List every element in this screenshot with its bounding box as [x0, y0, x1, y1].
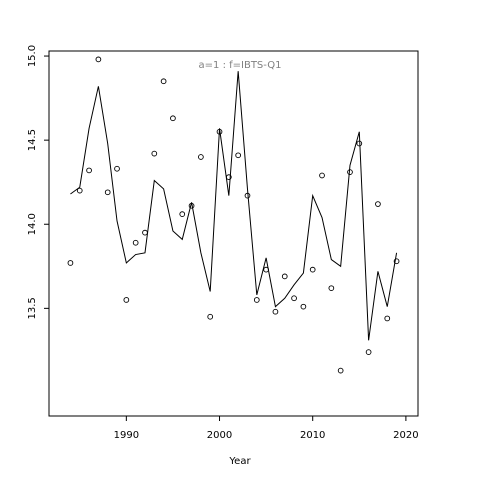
data-point [393, 258, 400, 265]
data-point [356, 140, 363, 147]
data-point [95, 56, 102, 63]
data-point [114, 165, 120, 172]
data-point [365, 349, 372, 355]
data-point [272, 308, 279, 315]
data-point [67, 260, 74, 266]
data-point [170, 115, 176, 122]
x-axis-title: Year [228, 456, 251, 467]
data-point [384, 315, 391, 322]
data-point [198, 154, 204, 160]
data-point [253, 297, 260, 303]
data-point [123, 297, 130, 303]
data-point [375, 201, 381, 207]
y-tick-label: 14.5 [27, 129, 38, 151]
plot-title: a=1 : f=IBTS-Q1 [199, 60, 282, 71]
x-tick-label: 2020 [393, 430, 418, 441]
x-tick-label: 1990 [114, 430, 139, 441]
observed-points [67, 56, 400, 374]
fit-line-path [70, 71, 398, 341]
x-tick-label: 2000 [207, 430, 232, 441]
plot-frame [48, 50, 419, 417]
x-tick-label: 2010 [300, 430, 325, 441]
data-point [263, 266, 269, 273]
data-point [244, 192, 251, 199]
data-point [225, 174, 232, 181]
data-point [281, 273, 288, 280]
fit-line [70, 71, 398, 341]
data-point [300, 303, 307, 310]
y-tick-label: 13.5 [27, 297, 38, 319]
data-point [207, 313, 214, 320]
y-tick-label: 14.0 [27, 213, 38, 235]
data-point [337, 367, 344, 374]
x-axis: 1990 2000 2010 2020 [114, 416, 419, 441]
y-axis: 13.5 14.0 14.5 15.0 [27, 45, 49, 319]
data-point [309, 266, 316, 273]
data-point [347, 169, 353, 175]
data-point [76, 187, 83, 194]
data-point [151, 150, 158, 157]
data-point [160, 78, 167, 85]
data-point [86, 167, 92, 174]
data-point [216, 128, 223, 135]
data-point [188, 202, 195, 209]
data-point [104, 189, 111, 196]
data-point [179, 211, 186, 218]
data-point [319, 172, 325, 179]
data-point [291, 295, 297, 302]
y-tick-label: 15.0 [27, 45, 38, 67]
data-point [328, 285, 335, 292]
data-point [132, 239, 139, 246]
data-point [235, 152, 242, 159]
data-point [142, 229, 148, 236]
